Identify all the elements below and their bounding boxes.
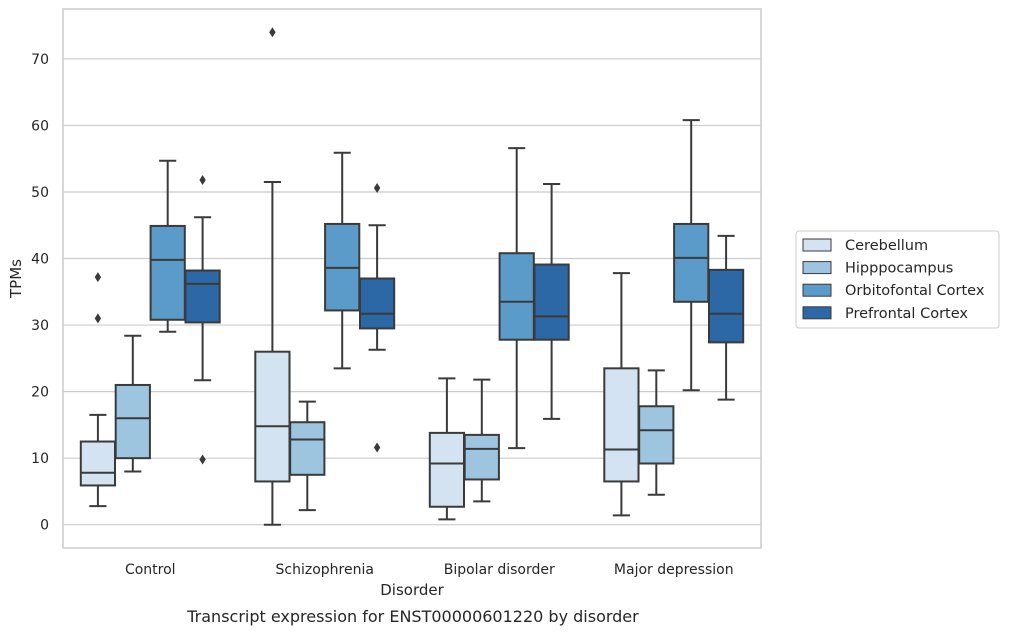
y-tick-label: 70 — [31, 52, 49, 68]
y-tick-label: 40 — [31, 252, 49, 268]
x-tick-labels: Control Schizophrenia Bipolar disorder Majo… — [125, 562, 734, 578]
box-3-0 — [603, 272, 640, 517]
box-1-2 — [324, 151, 361, 370]
outlier-point — [94, 272, 102, 283]
plot-frame — [62, 8, 762, 549]
box-body — [358, 277, 396, 330]
box-2-3 — [533, 183, 570, 420]
box-0-3 — [184, 175, 221, 465]
legend-swatch — [802, 283, 832, 297]
box-body — [428, 431, 466, 508]
figure-caption: Transcript expression for ENST0000060122… — [186, 607, 639, 626]
y-tick-label: 60 — [31, 118, 49, 134]
y-axis-label: TPMs — [7, 259, 25, 299]
box-3-3 — [707, 234, 745, 401]
box-body — [463, 433, 500, 481]
box-body — [254, 350, 291, 483]
outlier-point — [94, 313, 102, 324]
box-0-0 — [79, 272, 117, 508]
x-tick-label: Control — [125, 562, 176, 578]
outlier-point — [199, 454, 206, 465]
y-tick-label: 20 — [31, 385, 49, 401]
box-0-1 — [114, 334, 151, 473]
box-2-2 — [498, 147, 535, 450]
box-3-1 — [638, 369, 675, 496]
legend-label: Hipppocampus — [845, 261, 953, 277]
box-body — [533, 263, 570, 341]
y-tick-labels: 0 10 20 30 40 50 60 70 — [31, 52, 49, 534]
box-2-1 — [463, 378, 500, 503]
legend-label: Orbitofontal Cortex — [845, 283, 985, 299]
x-tick-label: Schizophrenia — [276, 562, 374, 578]
legend-swatch — [802, 306, 832, 320]
legend-label: Prefrontal Cortex — [845, 306, 968, 322]
outlier-point — [373, 442, 381, 453]
box-body — [707, 268, 745, 344]
legend-swatch — [802, 238, 832, 252]
box-1-3 — [358, 183, 396, 453]
outlier-point — [373, 183, 381, 194]
box-body — [114, 383, 151, 460]
legend-frame — [795, 230, 1000, 329]
legend-label: Cerebellum — [845, 238, 928, 254]
box-0-2 — [149, 159, 186, 333]
x-axis-label: Disorder — [380, 581, 444, 599]
x-tick-label: Bipolar disorder — [444, 562, 555, 578]
y-tick-label: 10 — [31, 451, 49, 467]
box-2-0 — [428, 377, 466, 521]
outlier-point — [269, 27, 276, 38]
box-body — [498, 252, 535, 341]
box-1-1 — [289, 400, 326, 512]
box-body — [673, 222, 710, 303]
box-body — [79, 440, 117, 487]
box-body — [638, 405, 675, 465]
legend: Cerebellum Hipppocampus Orbitofontal Corte… — [795, 230, 1000, 329]
y-tick-label: 0 — [40, 518, 49, 534]
x-tick-label: Major depression — [614, 562, 734, 578]
box-body — [184, 269, 221, 324]
box-1-0 — [254, 27, 291, 526]
outlier-point — [199, 175, 206, 186]
y-tick-label: 50 — [31, 185, 49, 201]
box-body — [149, 224, 186, 321]
y-tick-label: 30 — [31, 318, 49, 334]
box-3-2 — [673, 119, 710, 392]
box-body — [289, 421, 326, 476]
box-plots — [79, 27, 745, 526]
legend-swatch — [802, 261, 832, 275]
box-body — [603, 367, 640, 483]
